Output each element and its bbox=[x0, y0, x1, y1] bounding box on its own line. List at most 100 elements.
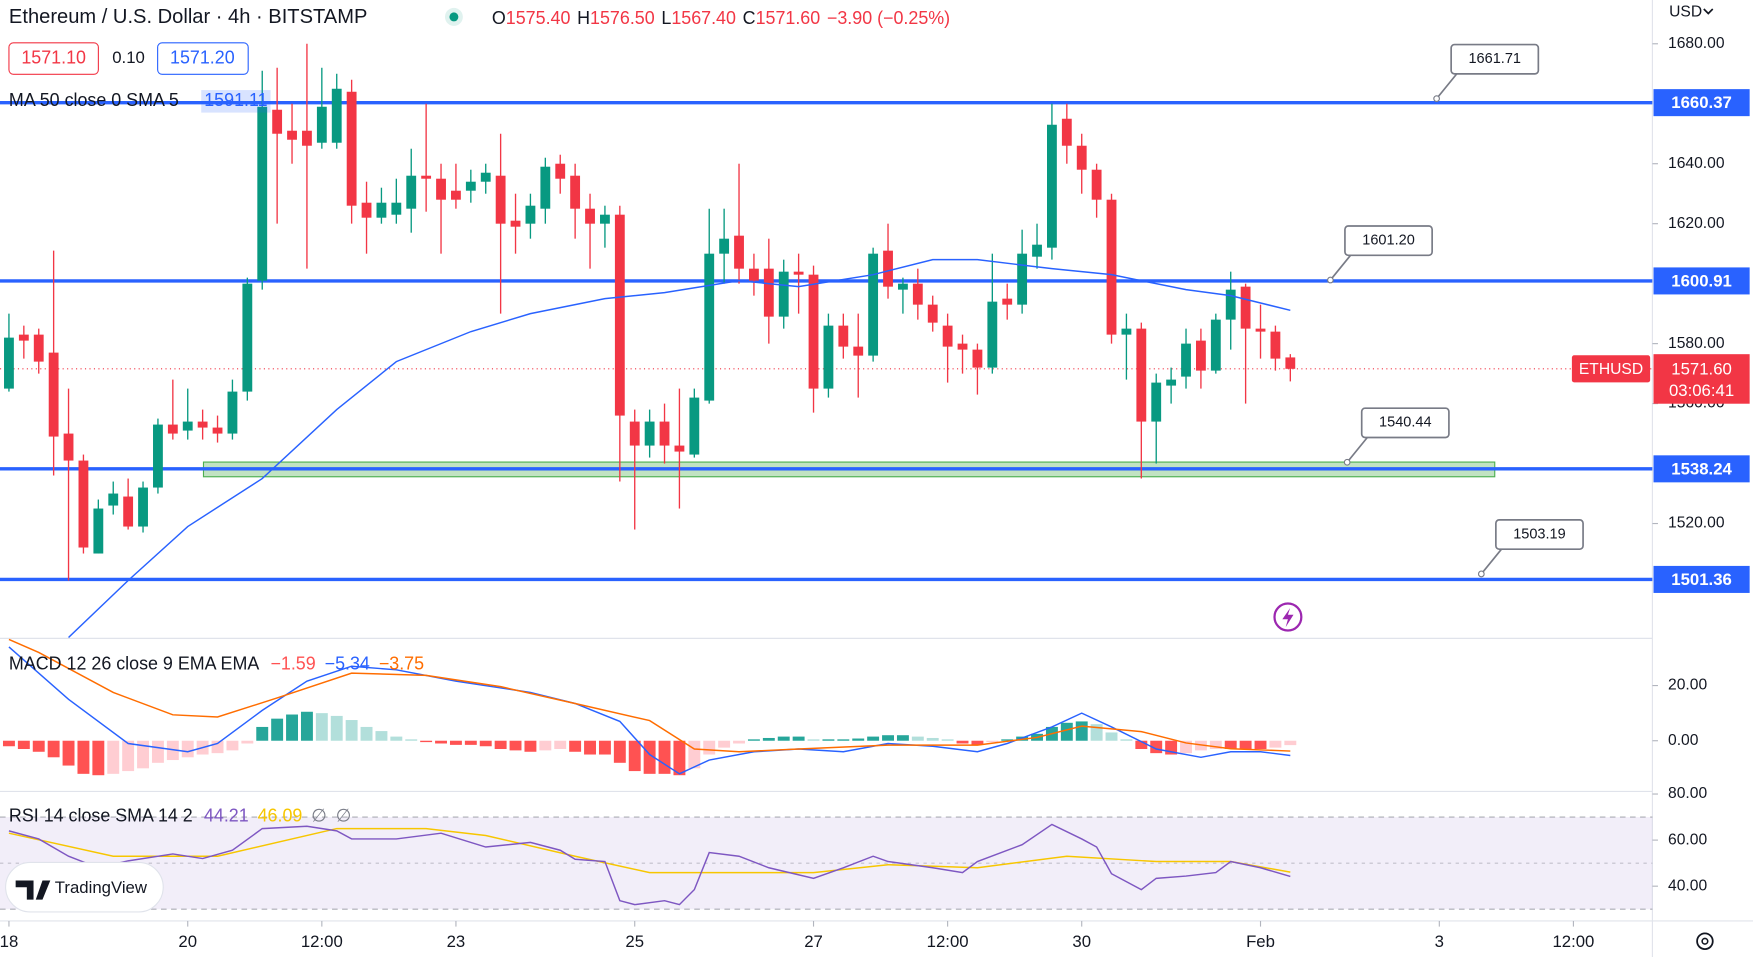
candle-body bbox=[1076, 145, 1087, 170]
macd-histogram-bar bbox=[628, 740, 641, 772]
macd-histogram-bar bbox=[256, 726, 269, 741]
macd-histogram-bar bbox=[509, 740, 522, 751]
candle-body bbox=[451, 190, 461, 200]
macd-histogram-bar bbox=[122, 740, 135, 772]
candle-body bbox=[629, 421, 640, 446]
candle-body bbox=[912, 283, 923, 305]
candle-body bbox=[1181, 343, 1191, 377]
candle-body bbox=[838, 325, 849, 347]
macd-histogram-bar bbox=[1224, 740, 1237, 750]
watermark-logo bbox=[15, 880, 51, 900]
candle-body bbox=[1091, 169, 1102, 200]
macd-histogram-bar bbox=[613, 740, 626, 763]
candle-body bbox=[1225, 289, 1236, 320]
macd-histogram-bar bbox=[956, 740, 969, 744]
macd-histogram-bar bbox=[837, 739, 850, 741]
macd-histogram-bar bbox=[47, 740, 60, 758]
watermark: TradingView bbox=[55, 878, 148, 897]
callout-label: 1540.44 bbox=[1379, 415, 1432, 431]
candle-body bbox=[108, 493, 119, 506]
x-tick-label: Feb bbox=[1246, 932, 1275, 951]
macd-histogram-bar bbox=[1180, 740, 1192, 754]
candle-body bbox=[48, 352, 59, 437]
macd-histogram-bar bbox=[1120, 739, 1133, 741]
candle-body bbox=[987, 301, 998, 368]
macd-histogram-bar bbox=[673, 740, 686, 776]
macd-histogram-bar bbox=[643, 740, 656, 774]
candle-body bbox=[182, 421, 193, 431]
last-price-label: 1571.60 bbox=[1671, 359, 1732, 378]
macd-hist-value: −1.59 bbox=[270, 653, 315, 673]
candle-body bbox=[585, 208, 595, 224]
ask-box[interactable] bbox=[157, 42, 249, 75]
macd-histogram-bar bbox=[539, 740, 552, 751]
candle-body bbox=[1136, 328, 1147, 422]
macd-histogram-bar bbox=[271, 718, 284, 741]
macd-histogram-bar bbox=[524, 740, 537, 752]
macd-histogram-bar bbox=[449, 740, 462, 745]
ohlc-value: 1567.40 bbox=[671, 8, 736, 28]
spread: 0.10 bbox=[112, 48, 145, 67]
ohlc-value: 1571.60 bbox=[756, 8, 821, 28]
watermark-box[interactable] bbox=[5, 861, 164, 913]
candle-body bbox=[376, 202, 387, 218]
macd-histogram-bar bbox=[390, 736, 403, 741]
level-label: 1501.36 bbox=[1671, 570, 1732, 589]
level-label: 1660.37 bbox=[1671, 93, 1732, 112]
candle-body bbox=[331, 88, 342, 143]
macd-histogram-bar bbox=[1239, 740, 1252, 750]
candle-body bbox=[525, 205, 536, 224]
macd-histogram-bar bbox=[286, 714, 298, 741]
candle-body bbox=[272, 109, 283, 134]
ohlc-value: 1575.40 bbox=[506, 8, 571, 28]
macd-histogram-bar bbox=[300, 711, 313, 741]
candle-body bbox=[1017, 253, 1028, 305]
rsi-extra: ∅ bbox=[336, 805, 352, 825]
candle-body bbox=[704, 253, 715, 401]
bid-box[interactable] bbox=[8, 42, 99, 75]
callout-anchor bbox=[1343, 458, 1351, 466]
y-tick-label: 0.00 bbox=[1668, 732, 1699, 749]
macd-histogram-bar bbox=[1105, 732, 1118, 741]
layer: 1680.001640.001620.001580.001560.001520.… bbox=[0, 3, 1750, 951]
x-tick-label: 12:00 bbox=[301, 932, 343, 951]
ohlc-key: L bbox=[661, 8, 671, 28]
candle-body bbox=[808, 274, 819, 389]
macd-histogram-bar bbox=[420, 740, 433, 743]
macd-legend: MACD 12 26 close 9 EMA EMA −1.59 −5.34 −3.7… bbox=[9, 653, 424, 673]
y-tick-label: 60.00 bbox=[1668, 831, 1707, 848]
rsi-line bbox=[8, 823, 1291, 906]
candle-body bbox=[734, 235, 744, 269]
candle-body bbox=[659, 421, 670, 446]
macd-histogram-bar bbox=[1060, 722, 1073, 741]
candle-body bbox=[153, 424, 163, 488]
level-label-bg bbox=[1653, 565, 1750, 593]
macd-histogram-bar bbox=[151, 740, 164, 763]
candle-body bbox=[406, 175, 417, 209]
level-label-bg bbox=[1653, 89, 1750, 117]
level-label-bg bbox=[1653, 267, 1750, 295]
ma-value-bg bbox=[201, 90, 271, 113]
y-tick-label: 1640.00 bbox=[1668, 155, 1725, 172]
candle-body bbox=[644, 421, 655, 446]
macd-histogram-bar bbox=[1150, 740, 1163, 754]
candle-body bbox=[257, 106, 268, 281]
macd-histogram-bar bbox=[1209, 740, 1222, 750]
macd-histogram-bar bbox=[971, 740, 984, 745]
candle-body bbox=[614, 214, 625, 416]
candle-body bbox=[898, 283, 908, 290]
callout-label: 1601.20 bbox=[1362, 232, 1415, 248]
candle-body bbox=[316, 106, 327, 143]
ohlc-key: O bbox=[492, 8, 506, 28]
settings-icon[interactable] bbox=[1696, 932, 1714, 951]
macd-histogram-bar bbox=[435, 740, 447, 744]
macd-histogram-bar bbox=[926, 737, 939, 741]
macd-value: −5.34 bbox=[325, 653, 370, 673]
callout-connector bbox=[1480, 548, 1503, 575]
macd-histogram-bar bbox=[77, 740, 90, 774]
level-label: 1600.91 bbox=[1671, 271, 1732, 290]
status-dot bbox=[449, 12, 459, 22]
currency[interactable]: USD bbox=[1669, 3, 1702, 20]
macd-histogram-bar bbox=[17, 740, 30, 750]
